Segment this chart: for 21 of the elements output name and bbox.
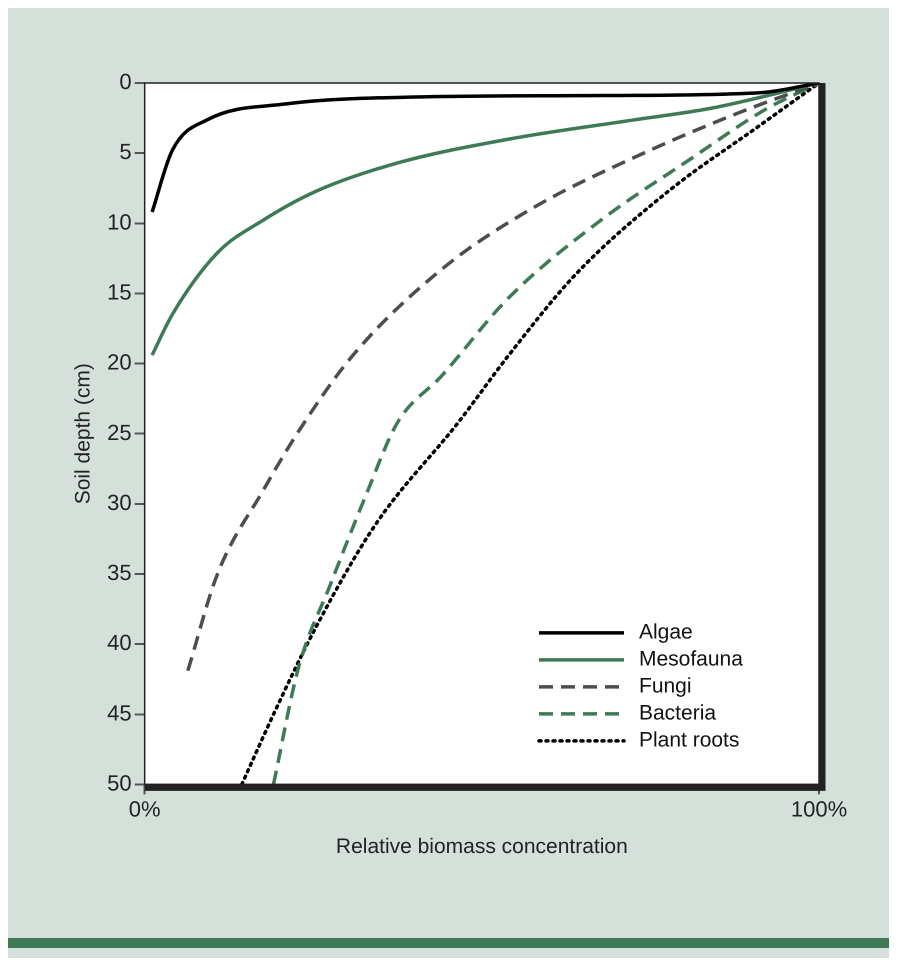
y-tick-label: 0: [119, 69, 132, 94]
x-axis-title: Relative biomass concentration: [336, 835, 628, 858]
y-axis-title: Soil depth (cm): [71, 363, 94, 504]
y-tick-label: 5: [119, 139, 132, 164]
x-tick-label: 0%: [128, 796, 161, 822]
legend-label: Mesofauna: [639, 648, 744, 671]
y-tick-label: 35: [107, 560, 132, 586]
x-tick-label: 100%: [790, 796, 848, 822]
line-series: [186, 83, 819, 673]
y-tick-label: 15: [107, 279, 132, 304]
legend-label: Fungi: [639, 674, 692, 698]
y-tick-label: 40: [107, 630, 132, 656]
y-tick-label: 50: [107, 770, 132, 796]
legend-label: Plant roots: [639, 728, 740, 752]
y-tick-label: 20: [107, 350, 132, 375]
y-tick-label: 10: [107, 209, 132, 234]
legend-label: Algae: [639, 620, 693, 644]
y-tick-label: 25: [107, 420, 132, 445]
y-tick-label: 45: [107, 700, 132, 726]
legend-label: Bacteria: [639, 702, 716, 725]
y-tick-label: 30: [107, 490, 132, 515]
